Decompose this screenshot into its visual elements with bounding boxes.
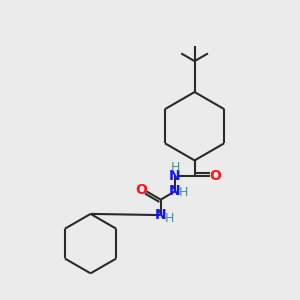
- Text: H: H: [164, 212, 174, 225]
- Text: N: N: [155, 208, 167, 222]
- Text: O: O: [209, 169, 221, 183]
- Text: N: N: [169, 169, 181, 183]
- Text: O: O: [136, 183, 148, 197]
- Text: H: H: [179, 186, 189, 199]
- Text: N: N: [169, 184, 181, 198]
- Text: H: H: [170, 161, 180, 174]
